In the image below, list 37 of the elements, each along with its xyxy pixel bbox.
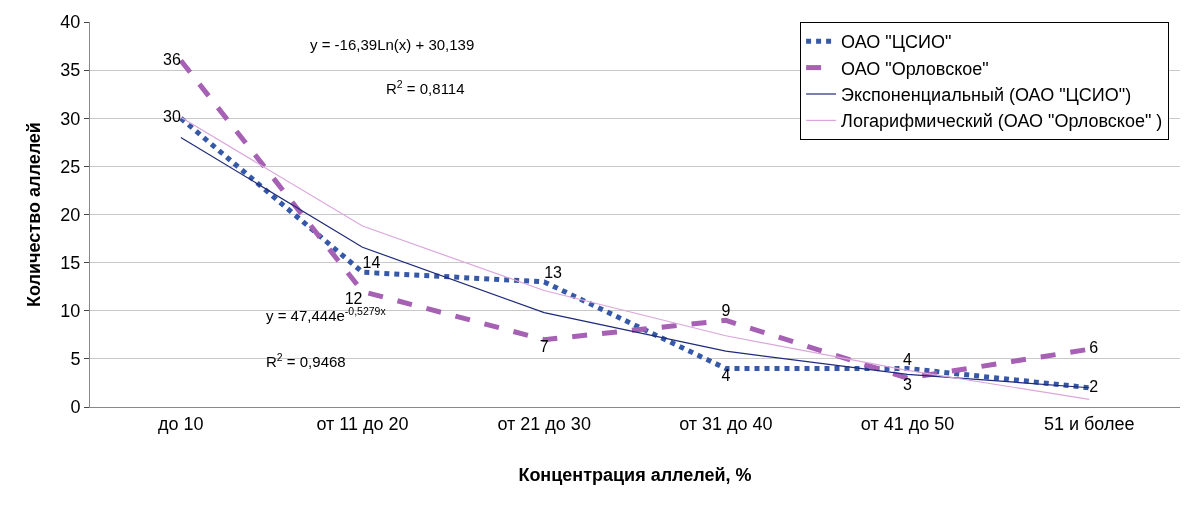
y-tick-label: 40: [60, 12, 81, 33]
y-tick-label: 20: [60, 204, 81, 225]
y-tick-label: 25: [60, 156, 81, 177]
data-label: 13: [544, 263, 563, 281]
y-tick-label: 10: [60, 301, 81, 322]
data-label: 14: [362, 254, 381, 272]
x-tick-label: от 31 до 40: [679, 413, 773, 434]
legend-label: ОАО "Орловское": [841, 58, 989, 79]
data-label: 3: [903, 376, 913, 394]
legend-label: ОАО "ЦСИО": [841, 32, 952, 53]
x-tick-label: от 41 до 50: [860, 413, 955, 434]
data-label: 30: [163, 108, 181, 126]
x-tick-label: до 10: [158, 413, 204, 434]
legend-label: Логарифмический (ОАО "Орловское" ): [841, 111, 1163, 132]
data-label: 12: [344, 289, 363, 307]
data-label: 7: [539, 337, 549, 355]
x-tick-label: от 21 до 30: [497, 413, 591, 434]
data-label: 6: [1089, 339, 1099, 357]
data-label: 4: [721, 366, 731, 384]
annotation: R$^{2}$ = 0,9468: [266, 351, 346, 371]
data-label: 4: [903, 350, 913, 368]
annotation: y = -16,39Ln(x) + 30,139: [310, 36, 475, 53]
data-label: 9: [721, 302, 731, 320]
y-tick-label: 30: [60, 108, 81, 129]
x-tick-label: 51 и более: [1043, 413, 1135, 434]
data-label: 36: [163, 50, 181, 68]
y-tick-label: 5: [70, 349, 81, 370]
y-tick-label: 15: [60, 252, 81, 273]
y-axis-title: Количество аллелей: [23, 122, 44, 307]
x-axis-title: Концентрация аллелей, %: [518, 464, 752, 485]
y-tick-label: 0: [70, 397, 81, 418]
x-tick-label: от 11 до 20: [316, 413, 409, 434]
data-label: 2: [1089, 377, 1099, 395]
annotation: R$^{2}$ = 0,8114: [386, 78, 465, 98]
annotation: y = 47,444e$^{-0,5279x}$: [266, 305, 387, 325]
y-tick-label: 35: [60, 60, 81, 81]
legend-label: Экспоненциальный (ОАО "ЦСИО"): [841, 85, 1132, 106]
